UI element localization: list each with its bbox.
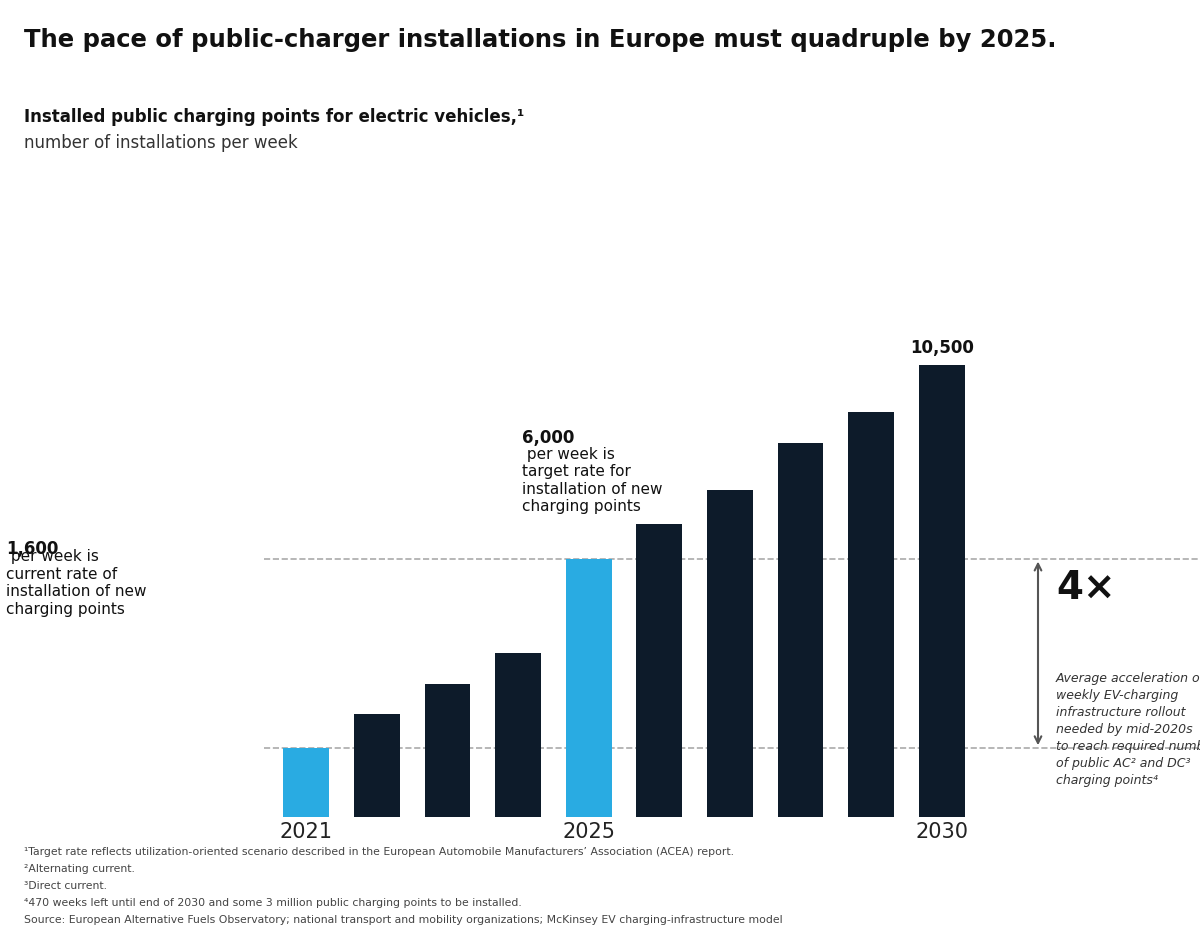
Text: ³Direct current.: ³Direct current. [24,881,107,891]
Bar [425,684,470,817]
Text: ²Alternating current.: ²Alternating current. [24,864,134,874]
Text: 6,000: 6,000 [522,429,574,447]
Bar [283,748,329,817]
Bar [707,490,752,817]
Bar [496,654,541,817]
Bar [354,714,400,817]
Text: ⁴470 weeks left until end of 2030 and some 3 million public charging points to b: ⁴470 weeks left until end of 2030 and so… [24,898,522,908]
Text: 10,500: 10,500 [910,339,973,357]
Text: number of installations per week: number of installations per week [24,134,298,152]
Text: 1,600: 1,600 [6,540,59,558]
Bar [778,442,823,817]
Bar [636,524,683,817]
Bar [565,559,612,817]
Text: per week is
current rate of
installation of new
charging points: per week is current rate of installation… [6,549,146,617]
Text: ¹Target rate reflects utilization-oriented scenario described in the European Au: ¹Target rate reflects utilization-orient… [24,847,734,857]
Text: Average acceleration of
weekly EV-charging
infrastructure rollout
needed by mid-: Average acceleration of weekly EV-chargi… [1056,672,1200,787]
Text: Source: European Alternative Fuels Observatory; national transport and mobility : Source: European Alternative Fuels Obser… [24,915,782,925]
Text: per week is
target rate for
installation of new
charging points: per week is target rate for installation… [522,447,662,514]
Bar [919,365,965,817]
Text: 4×: 4× [1056,569,1116,607]
Text: The pace of public-charger installations in Europe must quadruple by 2025.: The pace of public-charger installations… [24,28,1056,53]
Bar [848,412,894,817]
Text: Installed public charging points for electric vehicles,¹: Installed public charging points for ele… [24,108,524,126]
